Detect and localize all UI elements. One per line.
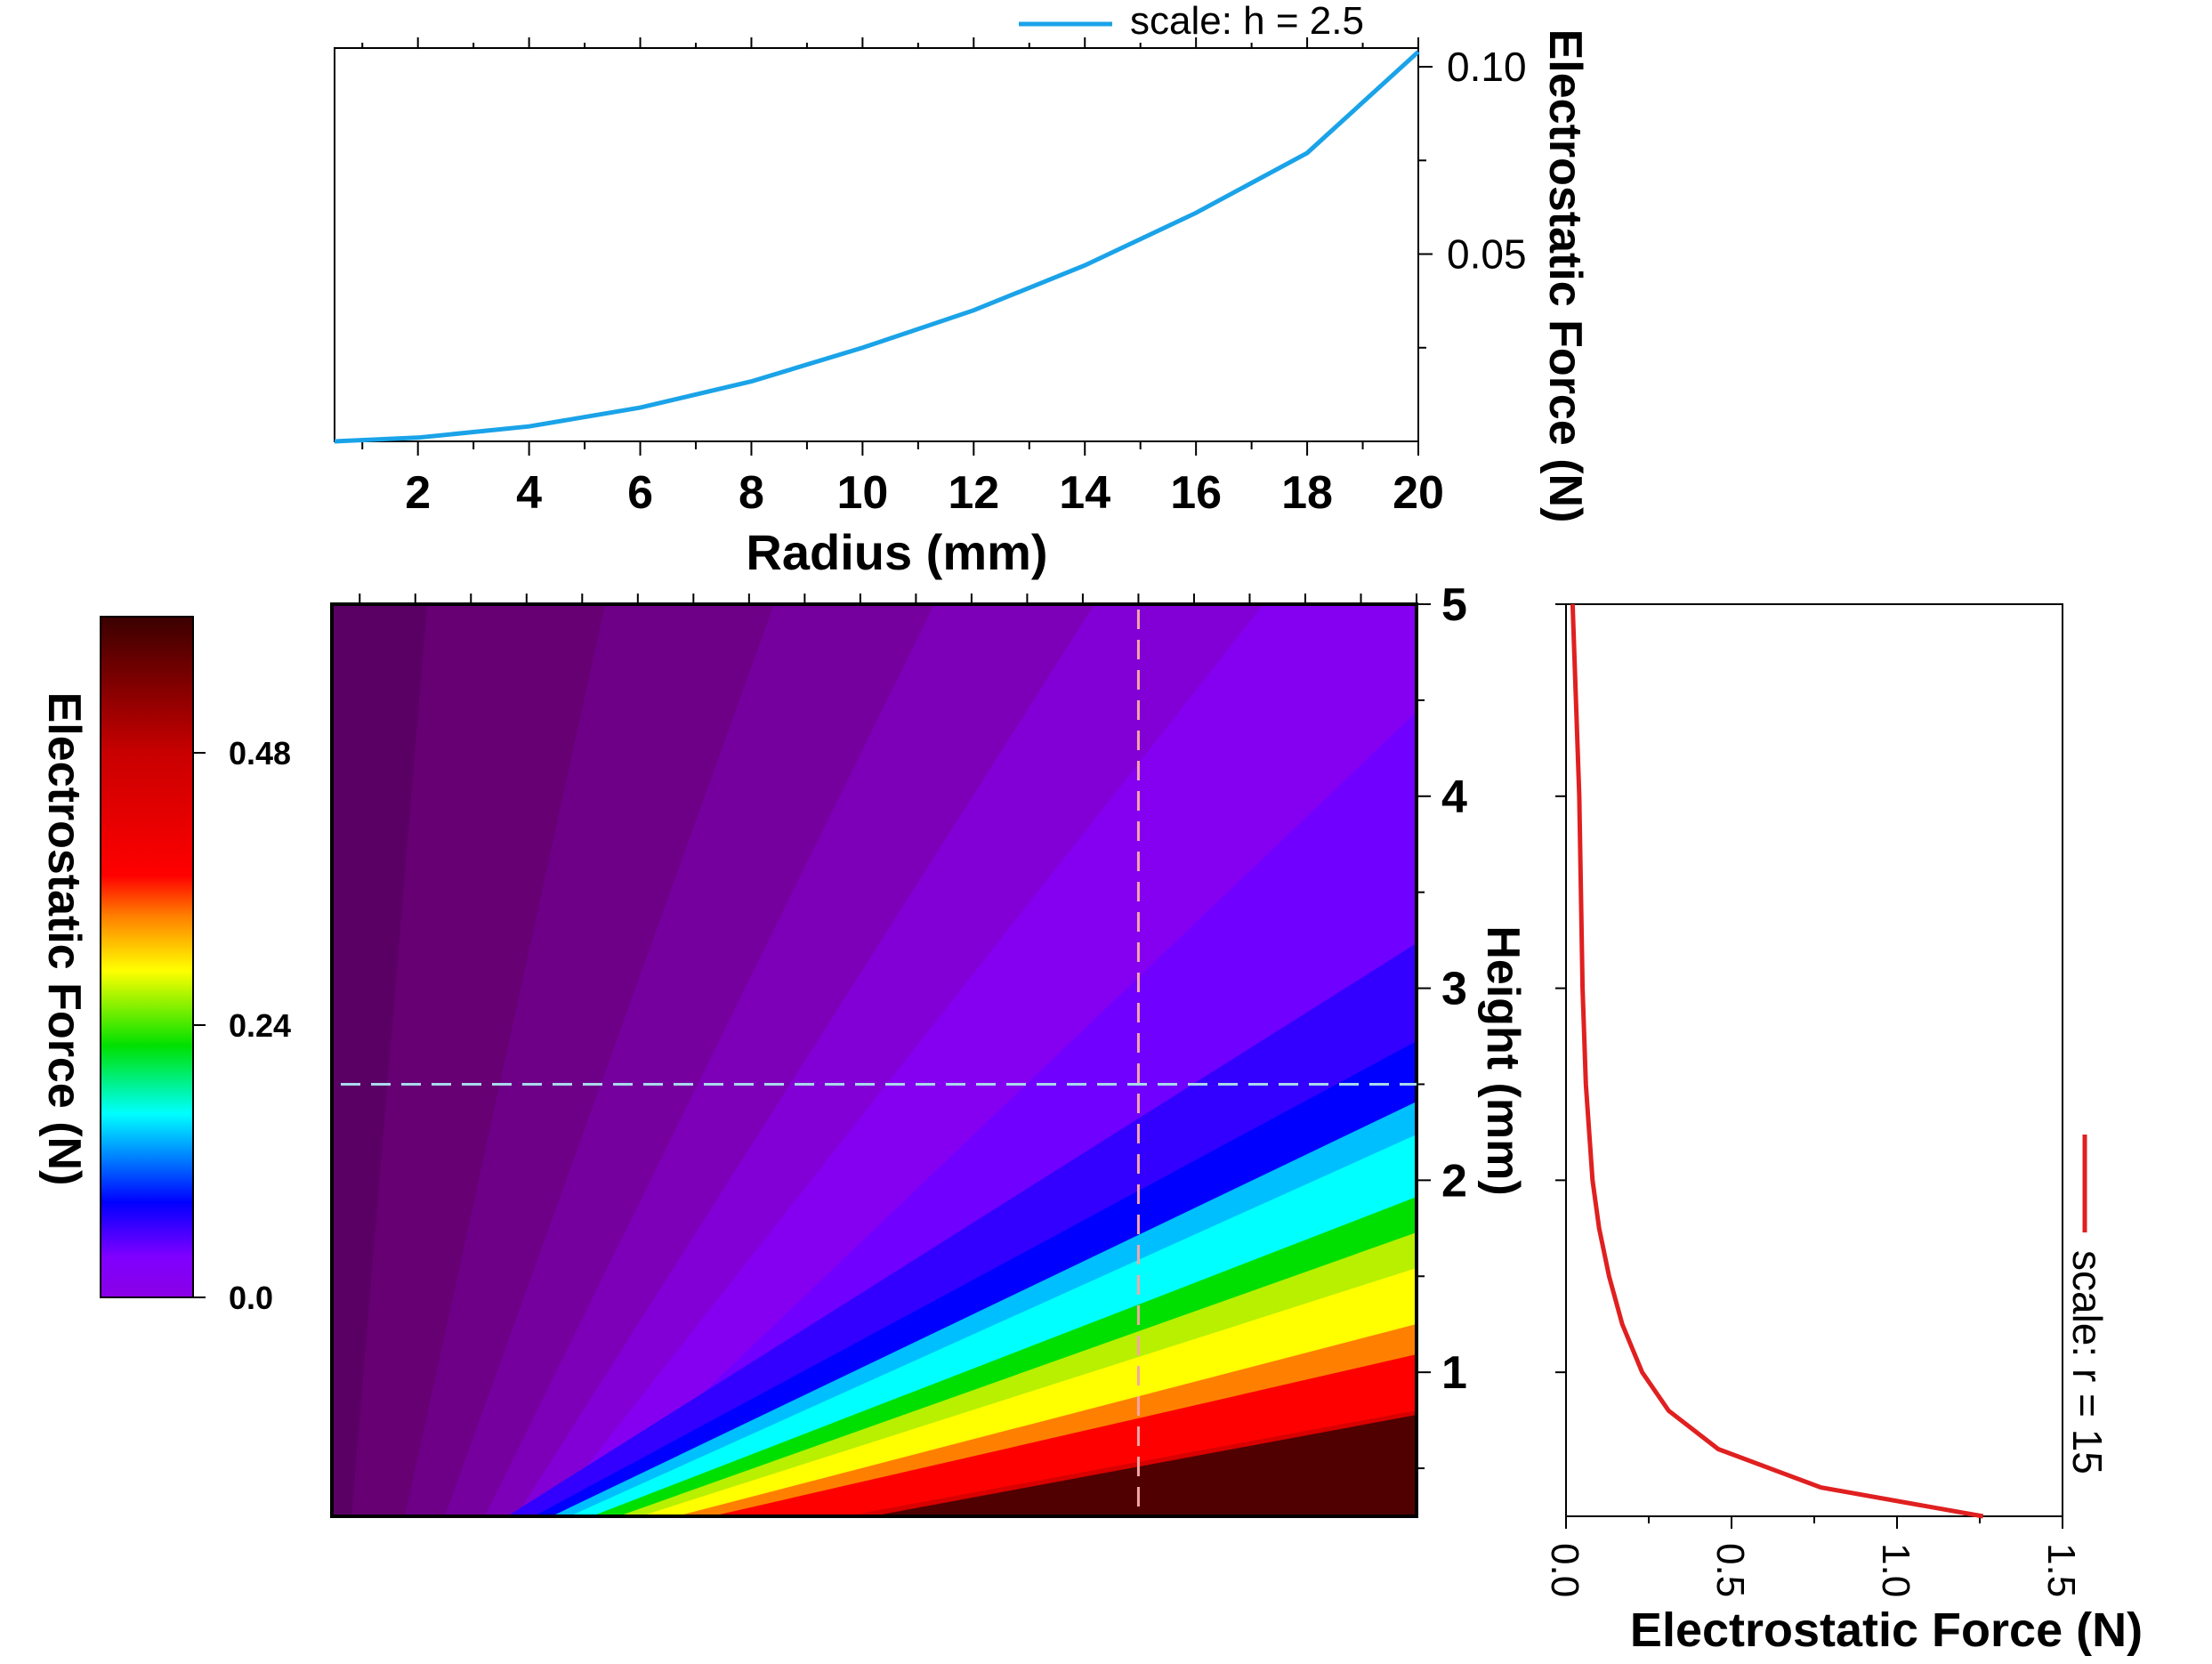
colorbar-tick-label: 0.48 bbox=[229, 735, 291, 771]
top-x-tick-label: 4 bbox=[516, 467, 542, 519]
top-x-tick-label: 14 bbox=[1059, 467, 1110, 519]
top-y-tick-label: 0.05 bbox=[1447, 231, 1527, 278]
heatmap-band-18 bbox=[872, 1415, 1417, 1516]
heatmap-frame bbox=[330, 602, 1418, 1518]
heatmap-y-tick-label: 3 bbox=[1441, 964, 1467, 1015]
heatmap-y-tick-label: 2 bbox=[1441, 1155, 1467, 1207]
heatmap-y-tick-label: 5 bbox=[1441, 579, 1467, 631]
right-series-line bbox=[1570, 603, 1984, 1519]
heatmap-y-tick-label: 4 bbox=[1441, 771, 1467, 823]
top-x-tick-label: 6 bbox=[627, 467, 653, 519]
top-x-tick-label: 2 bbox=[405, 467, 431, 519]
right-x-tick-label: 1.0 bbox=[1874, 1543, 1917, 1597]
top-series-line bbox=[334, 50, 1420, 444]
top-x-tick-label: 12 bbox=[948, 467, 999, 519]
top-plot-frame bbox=[334, 47, 1419, 442]
right-x-tick-label: 0.5 bbox=[1708, 1543, 1752, 1597]
top-ticks: 2 4 6 8 10 12 14 16 18 20 0.05 0.10 bbox=[361, 37, 1527, 519]
top-y-tick-label: 0.10 bbox=[1447, 44, 1527, 90]
right-x-axis-label: Electrostatic Force (N) bbox=[1630, 1603, 2143, 1657]
heatmap-field bbox=[332, 604, 1417, 1516]
top-x-tick-label: 20 bbox=[1393, 467, 1444, 519]
right-line-chart: 0.0 0.5 1.0 1.5 scale: r = 15 Electrostatic… bbox=[1543, 603, 2143, 1657]
right-legend-label: scale: r = 15 bbox=[2064, 1250, 2111, 1474]
top-legend-label: scale: h = 2.5 bbox=[1130, 0, 1364, 43]
top-y-axis-label: Electrostatic Force (N) bbox=[1539, 29, 1591, 523]
top-line-chart: 2 4 6 8 10 12 14 16 18 200.050.10 scale: h = 2.5 … bbox=[334, 0, 1591, 580]
top-x-tick-label: 10 bbox=[836, 467, 888, 519]
colorbar-tick-label: 0.0 bbox=[229, 1280, 273, 1316]
colorbar: 0.0 0.24 0.48 Electrostatic Force (N) bbox=[38, 616, 291, 1316]
top-x-tick-label: 8 bbox=[739, 467, 764, 519]
right-plot-frame bbox=[1565, 603, 2063, 1517]
top-x-tick-label: 16 bbox=[1170, 467, 1222, 519]
right-x-tick-label: 0.0 bbox=[1543, 1543, 1586, 1597]
colorbar-gradient bbox=[100, 616, 194, 1298]
heatmap-chart: 1 2 3 4 5 Height (mm) bbox=[330, 579, 1529, 1518]
colorbar-label: Electrostatic Force (N) bbox=[38, 692, 90, 1186]
heatmap-y-axis-label: Height (mm) bbox=[1477, 925, 1529, 1195]
colorbar-tick-label: 0.24 bbox=[229, 1007, 291, 1044]
top-x-tick-label: 18 bbox=[1281, 467, 1333, 519]
right-ticks: 0.0 0.5 1.0 1.5 bbox=[1543, 603, 2083, 1597]
colorbar-ticks: 0.0 0.24 0.48 bbox=[193, 735, 291, 1316]
right-x-tick-label: 1.5 bbox=[2039, 1543, 2083, 1597]
heatmap-ticks: 1 2 3 4 5 bbox=[359, 579, 1467, 1470]
heatmap-y-tick-label: 1 bbox=[1441, 1347, 1467, 1399]
top-x-axis-label: Radius (mm) bbox=[746, 524, 1047, 580]
